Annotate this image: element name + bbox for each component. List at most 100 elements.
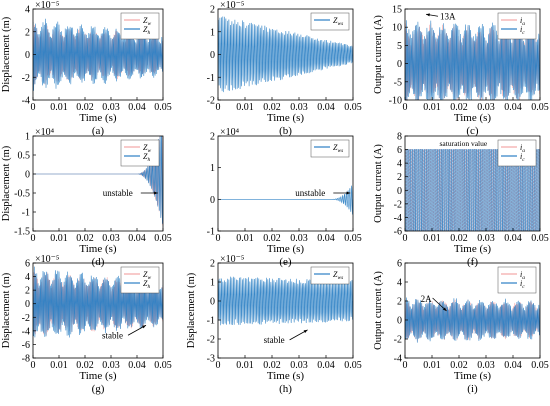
legend-box	[497, 266, 537, 294]
y-tick-label: -1	[207, 227, 215, 238]
annotation-text: 13A	[440, 11, 456, 21]
x-tick-label: 0.01	[50, 233, 68, 244]
exponent-label: ×10⁻⁵	[35, 0, 59, 11]
y-tick-label: -4	[394, 354, 402, 365]
x-tick-label: 0.03	[290, 102, 308, 113]
x-tick-label: 0.02	[450, 360, 468, 371]
legend-box	[497, 139, 537, 167]
series-line-2	[33, 18, 163, 91]
y-axis-label: Output current (A)	[373, 271, 384, 350]
x-tick-label: 0.02	[263, 233, 281, 244]
y-tick-label: -1	[207, 316, 215, 327]
x-axis-label: Time (s)	[79, 370, 117, 382]
x-tick-label: 0.02	[76, 233, 94, 244]
x-tick-label: 0.01	[423, 233, 441, 244]
exponent-label: ×10⁻⁵	[220, 0, 244, 11]
x-axis-label: Time (s)	[267, 243, 305, 255]
panel-label: (b)	[279, 125, 292, 137]
axes-frame	[217, 262, 354, 359]
y-tick-label: -1.5	[14, 227, 30, 238]
x-tick-label: 0.04	[317, 102, 335, 113]
panel-label: (i)	[467, 383, 478, 395]
x-tick-label: 0	[31, 360, 36, 371]
x-tick-label: 0.04	[317, 233, 335, 244]
y-tick-label: 0	[210, 195, 215, 206]
legend-label: Zws	[333, 270, 343, 281]
series-line-2	[405, 20, 540, 100]
series-line-1	[218, 276, 353, 326]
x-axis-label: Time (s)	[79, 112, 117, 124]
legend-label: ic	[520, 152, 525, 163]
legend-box	[120, 12, 160, 40]
legend-label: Zh	[143, 25, 150, 36]
arrow-head	[442, 307, 447, 311]
y-tick-label: 15	[392, 5, 402, 16]
y-tick-label: 6	[397, 259, 402, 270]
chart-panel-7: 0 0.01 0.02 0.03 0.04 0.05 -8 -6 -4 -2 0 2 4 6 ×10⁻⁵ Ti…	[1, 254, 172, 395]
exponent-label: ×10⁴	[220, 127, 240, 138]
x-tick-label: 0.01	[423, 360, 441, 371]
series-line-1	[218, 16, 353, 93]
exponent-label: ×10⁴	[35, 127, 55, 138]
axes-frame	[217, 135, 354, 232]
legend-box	[310, 266, 350, 285]
x-tick-label: 0.04	[128, 102, 146, 113]
legend-box	[497, 12, 537, 40]
y-tick-label: -2	[207, 96, 215, 107]
x-tick-label: 0.01	[50, 360, 68, 371]
arrow-head	[346, 191, 351, 195]
y-tick-label: 0	[397, 186, 402, 197]
x-tick-label: 0.03	[102, 102, 120, 113]
x-tick-label: 0.03	[102, 360, 120, 371]
x-tick-label: 0.05	[531, 233, 549, 244]
legend-label: Zws	[333, 16, 343, 27]
y-tick-label: -10	[389, 96, 402, 107]
y-tick-label: 1	[210, 27, 215, 38]
chart-panel-9: 0 0.01 0.02 0.03 0.04 0.05 -4 -2 0 2 4 6 Time (s) Out…	[373, 259, 549, 396]
y-tick-label: 5	[397, 41, 402, 52]
x-tick-label: 0.01	[236, 102, 254, 113]
series-line-2	[33, 136, 163, 224]
x-tick-label: 0.03	[477, 233, 495, 244]
y-tick-label: -2	[207, 335, 215, 346]
axes-frame	[32, 262, 164, 359]
exponent-label: ×10⁻⁵	[220, 254, 244, 265]
x-tick-label: 0.03	[477, 360, 495, 371]
x-tick-label: 0	[216, 233, 221, 244]
y-tick-label: -3	[207, 354, 215, 365]
y-tick-label: 10	[392, 23, 402, 34]
series-line-2	[405, 297, 540, 343]
x-axis-label: Time (s)	[267, 112, 305, 124]
y-tick-label: 1	[210, 278, 215, 289]
panel-label: (a)	[92, 125, 105, 137]
y-tick-label: 0	[397, 59, 402, 70]
x-tick-label: 0.05	[531, 102, 549, 113]
y-tick-label: 0	[25, 170, 30, 181]
y-tick-label: 2	[210, 132, 215, 143]
panel-label: (e)	[279, 256, 292, 268]
legend-label: ia	[520, 270, 525, 281]
y-tick-label: 1	[25, 132, 30, 143]
axes-frame	[404, 135, 541, 232]
panel-label: (f)	[467, 256, 478, 268]
axes-frame	[32, 135, 164, 232]
x-tick-label: 0.02	[450, 102, 468, 113]
x-axis-label: Time (s)	[454, 370, 492, 382]
y-tick-label: -1	[22, 208, 30, 219]
x-tick-label: 0.04	[504, 360, 522, 371]
y-tick-label: -5	[394, 77, 402, 88]
panel-label: (c)	[466, 125, 479, 137]
y-tick-label: 4	[25, 272, 30, 283]
x-tick-label: 0.05	[344, 233, 362, 244]
y-tick-label: 0.5	[18, 151, 31, 162]
annotation-text: stable	[102, 330, 123, 340]
x-tick-label: 0.02	[263, 360, 281, 371]
x-tick-label: 0.04	[504, 233, 522, 244]
x-tick-label: 0	[31, 233, 36, 244]
chart-panel-6: 0 0.01 0.02 0.03 0.04 0.05 -6 -4 -2 0 2 4 6 8 Time (s)…	[373, 132, 549, 269]
x-tick-label: 0.05	[344, 102, 362, 113]
y-tick-label: 0	[210, 50, 215, 61]
annotation-text: unstable	[103, 188, 133, 198]
chart-panel-4: 0 0.01 0.02 0.03 0.04 0.05 -1.5 -1 -0.5 0 0.5 1 ×10⁴…	[1, 127, 172, 268]
